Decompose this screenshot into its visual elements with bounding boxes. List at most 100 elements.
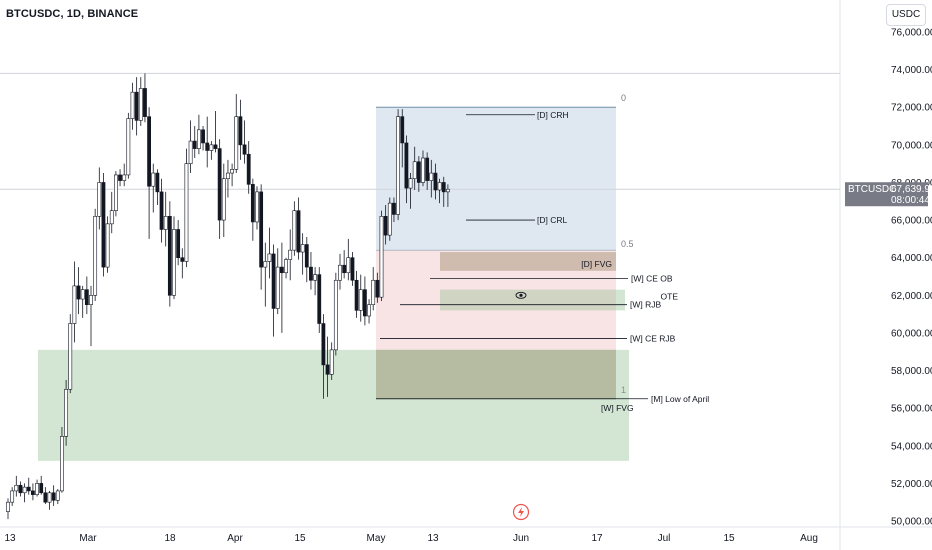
x-tick-7: Jun bbox=[513, 533, 529, 544]
candle-body-12 bbox=[55, 490, 60, 501]
candle-body-69 bbox=[292, 210, 297, 251]
candle-body-48 bbox=[205, 142, 210, 151]
level-label-2: [W] CE OB bbox=[631, 273, 673, 283]
candle-body-35 bbox=[151, 172, 156, 187]
candle-body-19 bbox=[84, 289, 89, 306]
candle-body-41 bbox=[176, 229, 181, 258]
x-tick-10: 15 bbox=[723, 533, 735, 544]
candle-body-26 bbox=[114, 174, 118, 211]
candle-body-59 bbox=[250, 184, 255, 223]
candle-body-76 bbox=[321, 323, 326, 366]
candle-body-60 bbox=[255, 191, 259, 223]
fib-label-0: 0 bbox=[621, 93, 626, 103]
y-tick-5: 66,000.00 bbox=[891, 216, 932, 227]
candle-body-7 bbox=[35, 483, 39, 495]
candle-body-74 bbox=[313, 274, 318, 281]
price-label-box bbox=[845, 182, 928, 207]
chart-title: BTCUSDC, 1D, BINANCE bbox=[6, 8, 139, 20]
candle-body-63 bbox=[267, 253, 272, 262]
level-label-0: [D] CRH bbox=[537, 110, 569, 120]
candle-body-91 bbox=[383, 216, 388, 236]
x-tick-1: Mar bbox=[79, 533, 97, 544]
y-tick-12: 52,000.00 bbox=[891, 479, 932, 490]
candle-body-16 bbox=[72, 285, 77, 324]
y-tick-0: 76,000.00 bbox=[891, 28, 932, 39]
candle-body-72 bbox=[304, 244, 309, 268]
candle-body-99 bbox=[416, 161, 421, 183]
fib-zone-lower bbox=[376, 250, 616, 399]
candle-body-77 bbox=[325, 364, 330, 375]
y-tick-13: 50,000.00 bbox=[891, 517, 932, 528]
candle-body-103 bbox=[433, 172, 438, 191]
candle-body-53 bbox=[226, 172, 230, 180]
zone-label-w-fvg: [W] FVG bbox=[601, 403, 634, 413]
candle-body-101 bbox=[425, 157, 430, 181]
candle-body-85 bbox=[358, 289, 363, 311]
candle-body-75 bbox=[317, 274, 322, 324]
x-tick-3: Apr bbox=[227, 533, 243, 544]
candle-body-98 bbox=[412, 161, 417, 179]
x-tick-11: Aug bbox=[800, 533, 818, 544]
candle-body-38 bbox=[163, 216, 168, 230]
y-tick-11: 54,000.00 bbox=[891, 441, 932, 452]
y-tick-8: 60,000.00 bbox=[891, 328, 932, 339]
candle-body-56 bbox=[238, 116, 243, 146]
level-label-3: [W] RJB bbox=[630, 300, 661, 310]
x-tick-6: 13 bbox=[427, 533, 439, 544]
candle-body-42 bbox=[180, 257, 185, 262]
candle-body-51 bbox=[217, 148, 222, 221]
candle-body-43 bbox=[184, 163, 189, 262]
candle-body-17 bbox=[76, 285, 81, 300]
candle-body-30 bbox=[130, 91, 135, 119]
candle-body-3 bbox=[18, 484, 23, 494]
candle-body-83 bbox=[350, 257, 355, 281]
candle-body-102 bbox=[429, 172, 434, 181]
candle-body-32 bbox=[138, 88, 143, 121]
y-tick-6: 64,000.00 bbox=[891, 253, 932, 264]
candle-body-80 bbox=[338, 264, 342, 281]
candle-body-40 bbox=[172, 229, 176, 296]
candle-body-78 bbox=[329, 349, 334, 375]
currency-button[interactable]: USDC bbox=[886, 4, 926, 26]
lightning-icon bbox=[512, 503, 530, 521]
zone-label-ote: OTE bbox=[661, 292, 679, 302]
x-tick-5: May bbox=[367, 533, 386, 544]
candle-body-10 bbox=[47, 492, 52, 503]
candle-body-58 bbox=[246, 153, 251, 185]
candle-body-73 bbox=[309, 266, 313, 281]
candle-body-36 bbox=[155, 172, 160, 193]
candle-body-34 bbox=[147, 116, 152, 187]
candle-body-106 bbox=[445, 188, 450, 193]
candle-body-81 bbox=[342, 264, 347, 274]
candle-body-70 bbox=[296, 210, 301, 253]
zone-ote bbox=[440, 289, 625, 311]
candle-body-67 bbox=[284, 259, 288, 274]
candle-body-33 bbox=[143, 88, 147, 117]
x-tick-2: 18 bbox=[164, 533, 176, 544]
candle-body-0 bbox=[6, 501, 10, 512]
candle-body-9 bbox=[43, 492, 48, 503]
candle-body-1 bbox=[10, 490, 15, 503]
candle-body-28 bbox=[122, 174, 127, 181]
candle-body-86 bbox=[362, 289, 367, 317]
candle-body-95 bbox=[400, 116, 405, 144]
zone-label-d-fvg: [D] FVG bbox=[581, 259, 612, 269]
x-tick-0: 13 bbox=[4, 533, 16, 544]
candle-body-93 bbox=[392, 202, 396, 215]
candle-body-44 bbox=[188, 140, 193, 164]
candle-body-96 bbox=[404, 142, 409, 189]
candle-body-71 bbox=[300, 244, 305, 253]
candle-body-6 bbox=[30, 490, 35, 495]
candle-body-55 bbox=[234, 116, 239, 170]
y-tick-10: 56,000.00 bbox=[891, 404, 932, 415]
candle-body-4 bbox=[22, 486, 27, 494]
candle-body-14 bbox=[64, 389, 69, 437]
candle-body-52 bbox=[221, 178, 226, 221]
y-tick-2: 72,000.00 bbox=[891, 103, 932, 114]
x-tick-4: 15 bbox=[294, 533, 306, 544]
candle-body-37 bbox=[159, 191, 164, 230]
candle-body-68 bbox=[288, 249, 293, 260]
candle-body-94 bbox=[396, 116, 401, 215]
candle-body-79 bbox=[333, 279, 338, 351]
